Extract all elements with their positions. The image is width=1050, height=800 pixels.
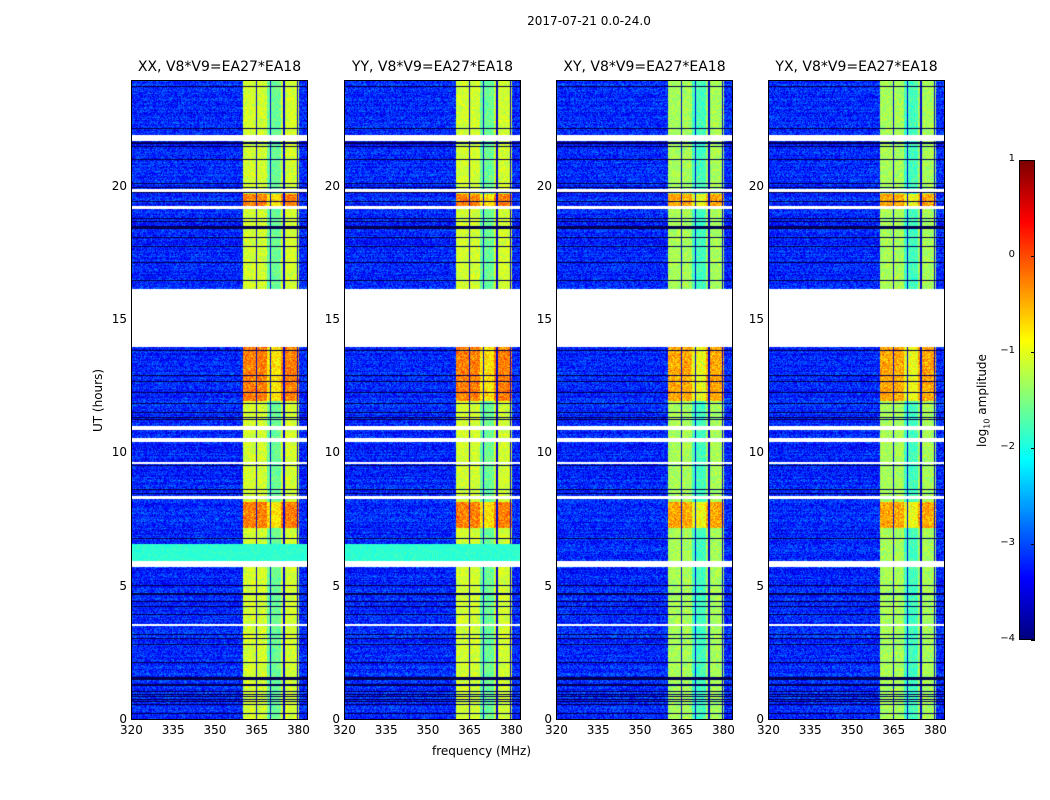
x-tick-label: 365 [458,723,482,737]
heatmap-panel-3 [556,80,733,720]
colorbar-tick [1031,448,1035,449]
y-tick-label: 10 [748,445,764,460]
heatmap-image [557,81,732,719]
x-tick-label: 350 [416,723,440,737]
heatmap-panel-1 [131,80,308,720]
panel-title: YY, V8*V9=EA27*EA18 [351,59,514,75]
y-tick-label: 5 [544,578,552,593]
colorbar-label: log10 amplitude [975,354,992,447]
y-tick-label: 10 [536,445,552,460]
x-axis-label: frequency (MHz) [432,744,532,758]
y-tick-label: 20 [324,178,340,193]
panel-title: XY, V8*V9=EA27*EA18 [563,59,726,75]
x-tick-label: 320 [757,723,780,737]
colorbar-tick [1031,160,1035,161]
y-tick-label: 15 [324,312,340,326]
y-tick-label: 15 [748,312,764,326]
x-tick-label: 320 [120,723,143,737]
x-tick-label: 365 [882,723,906,737]
y-tick-label: 0 [544,712,552,726]
colorbar-tick-label: 0 [1008,249,1015,260]
y-tick-label: 20 [111,178,127,193]
y-tick-label: 5 [332,578,340,593]
y-tick-label: 5 [119,578,127,593]
x-tick-label: 350 [628,723,652,737]
x-tick-label: 320 [545,723,568,737]
colorbar-tick [1031,256,1035,257]
colorbar-tick-label: 1 [1008,153,1015,164]
heatmap-panel-2 [344,80,521,720]
heatmap-image [345,81,520,719]
figure-title: 2017-07-21 0.0-24.0 [527,14,651,28]
x-tick-label: 335 [586,723,610,737]
colorbar-tick [1031,352,1035,353]
y-tick-label: 10 [111,445,127,460]
y-tick-label: 0 [119,712,127,726]
x-tick-label: 380 [286,723,310,737]
colorbar-tick [1031,640,1035,641]
y-tick-label: 20 [536,178,552,193]
y-axis-label: UT (hours) [91,368,105,432]
y-tick-label: 10 [324,445,340,460]
x-tick-label: 335 [798,723,822,737]
y-tick-label: 0 [756,712,764,726]
heatmap-image [769,81,944,719]
y-tick-label: 20 [748,178,764,193]
panel-title: YX, V8*V9=EA27*EA18 [775,59,938,75]
x-tick-label: 380 [499,723,523,737]
x-tick-label: 335 [374,723,398,737]
x-tick-label: 380 [923,723,947,737]
colorbar-tick-label: −1 [1000,345,1015,356]
colorbar-tick-label: −3 [1000,537,1015,548]
x-tick-label: 380 [711,723,735,737]
x-tick-label: 365 [245,723,269,737]
x-tick-label: 320 [333,723,356,737]
y-tick-label: 5 [756,578,764,593]
colorbar [1019,160,1035,640]
y-tick-label: 15 [111,312,127,326]
heatmap-panel-4 [768,80,945,720]
x-tick-label: 350 [840,723,864,737]
x-tick-label: 335 [161,723,185,737]
x-tick-label: 365 [670,723,694,737]
colorbar-tick [1031,544,1035,545]
colorbar-tick-label: −2 [1000,441,1015,452]
colorbar-tick-label: −4 [1000,633,1015,644]
x-tick-label: 350 [203,723,227,737]
colorbar-gradient [1020,161,1034,639]
panel-title: XX, V8*V9=EA27*EA18 [137,59,302,75]
y-tick-label: 15 [536,312,552,326]
y-tick-label: 0 [332,712,340,726]
heatmap-image [132,81,307,719]
